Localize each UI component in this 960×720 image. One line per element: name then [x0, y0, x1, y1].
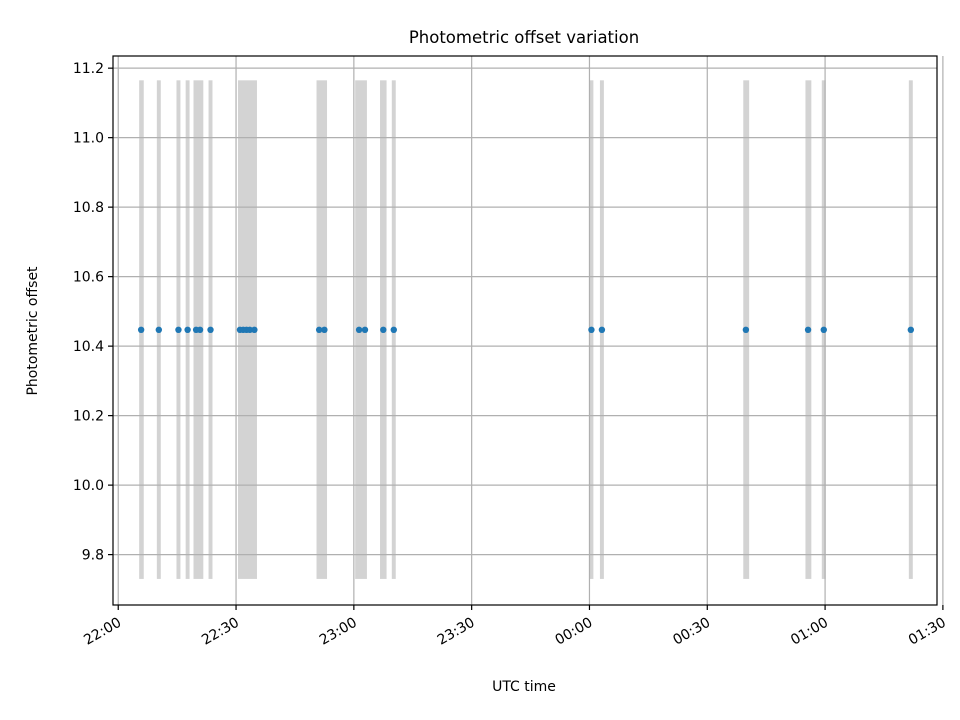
y-axis-ticks: 9.8 10.0 10.2 10.4 10.6 10.8 11.0 11.2 — [73, 61, 113, 564]
y-tick-label: 11.0 — [73, 131, 104, 147]
data-point — [742, 326, 750, 334]
y-tick-label: 10.0 — [73, 478, 104, 494]
data-point — [207, 326, 214, 334]
data-point — [361, 326, 369, 334]
data-point — [155, 326, 163, 334]
data-point — [196, 326, 204, 334]
data-point — [355, 326, 363, 334]
chart-title: Photometric offset variation — [409, 28, 639, 47]
x-axis-label: UTC time — [492, 679, 556, 695]
data-point — [598, 326, 606, 334]
data-point — [820, 326, 827, 334]
data-point — [588, 326, 595, 334]
y-tick-label: 11.2 — [73, 61, 104, 77]
points-layer — [137, 326, 915, 334]
data-point — [246, 326, 253, 334]
plot-frame — [112, 55, 938, 606]
y-tick-label: 10.2 — [73, 409, 104, 425]
data-point — [804, 326, 812, 334]
y-tick-label: 10.6 — [73, 270, 104, 286]
data-point — [907, 326, 915, 334]
y-tick-label: 9.8 — [82, 548, 104, 564]
data-point — [175, 326, 182, 334]
data-point — [315, 326, 323, 334]
data-point — [390, 326, 397, 334]
data-point — [380, 326, 387, 334]
data-point — [251, 326, 258, 334]
y-axis-label: Photometric offset — [25, 266, 41, 396]
data-point — [184, 326, 191, 334]
data-point — [137, 326, 145, 334]
y-tick-label: 10.8 — [73, 200, 104, 216]
y-tick-label: 10.4 — [73, 339, 104, 355]
data-point — [321, 326, 328, 334]
